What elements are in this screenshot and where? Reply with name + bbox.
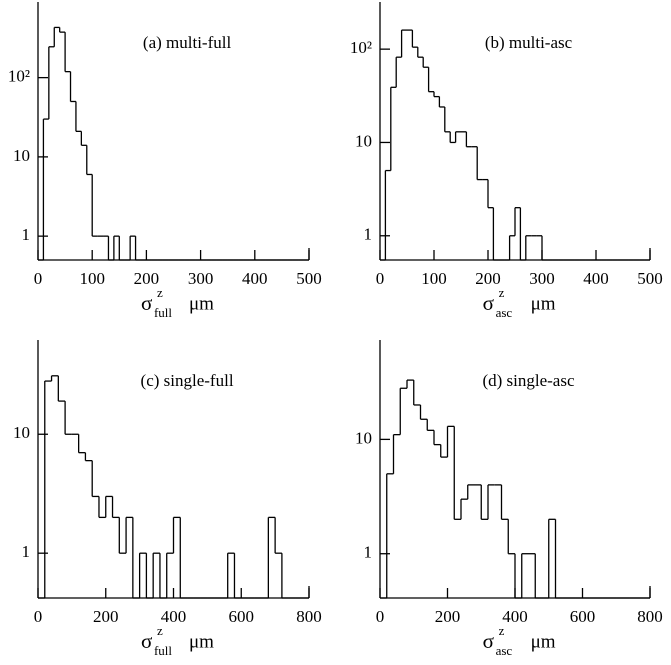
- y-tick-label: 10: [355, 131, 372, 150]
- x-label-sub: asc: [496, 305, 513, 320]
- y-tick-label: 10: [13, 146, 30, 165]
- x-label-symbol: σ: [141, 291, 152, 315]
- x-tick-label: 400: [502, 607, 528, 626]
- x-tick-label: 500: [296, 269, 322, 288]
- x-label-unit: μm: [189, 293, 214, 314]
- panel-title: (c) single-full: [141, 371, 234, 390]
- panel-title: (d) single-asc: [482, 371, 575, 390]
- y-tick-label: 1: [22, 225, 31, 244]
- x-tick-label: 400: [583, 269, 609, 288]
- panel-title: (b) multi-asc: [485, 33, 573, 52]
- x-tick-label: 100: [79, 269, 105, 288]
- x-tick-label: 200: [93, 607, 119, 626]
- x-tick-label: 500: [637, 269, 663, 288]
- y-tick-label: 10²: [350, 38, 372, 57]
- x-tick-label: 400: [242, 269, 268, 288]
- x-label-sup: z: [499, 623, 505, 638]
- x-tick-label: 100: [421, 269, 447, 288]
- x-tick-label: 0: [376, 269, 385, 288]
- x-tick-label: 300: [188, 269, 214, 288]
- x-tick-label: 300: [529, 269, 555, 288]
- x-label-unit: μm: [189, 631, 214, 652]
- x-label-sup: z: [157, 285, 163, 300]
- x-tick-label: 600: [570, 607, 596, 626]
- x-label-sup: z: [157, 623, 163, 638]
- x-tick-label: 200: [134, 269, 160, 288]
- x-tick-label: 200: [475, 269, 501, 288]
- x-label-symbol: σ: [483, 291, 494, 315]
- x-tick-label: 200: [435, 607, 461, 626]
- x-tick-label: 0: [376, 607, 385, 626]
- x-label-symbol: σ: [141, 629, 152, 653]
- x-tick-label: 600: [229, 607, 255, 626]
- panel-title: (a) multi-full: [143, 33, 232, 52]
- y-tick-label: 1: [364, 543, 373, 562]
- x-label-symbol: σ: [483, 629, 494, 653]
- y-tick-label: 10: [355, 428, 372, 447]
- x-label-unit: μm: [531, 631, 556, 652]
- x-tick-label: 400: [161, 607, 187, 626]
- x-label-sup: z: [499, 285, 505, 300]
- x-label-sub: asc: [496, 643, 513, 658]
- x-tick-label: 800: [637, 607, 663, 626]
- x-tick-label: 0: [34, 269, 43, 288]
- x-tick-label: 800: [296, 607, 322, 626]
- x-label-sub: full: [154, 305, 172, 320]
- y-tick-label: 10²: [8, 67, 30, 86]
- x-label-unit: μm: [531, 293, 556, 314]
- x-label-sub: full: [154, 643, 172, 658]
- y-tick-label: 1: [364, 225, 373, 244]
- y-tick-label: 10: [13, 423, 30, 442]
- x-tick-label: 0: [34, 607, 43, 626]
- y-tick-label: 1: [22, 542, 31, 561]
